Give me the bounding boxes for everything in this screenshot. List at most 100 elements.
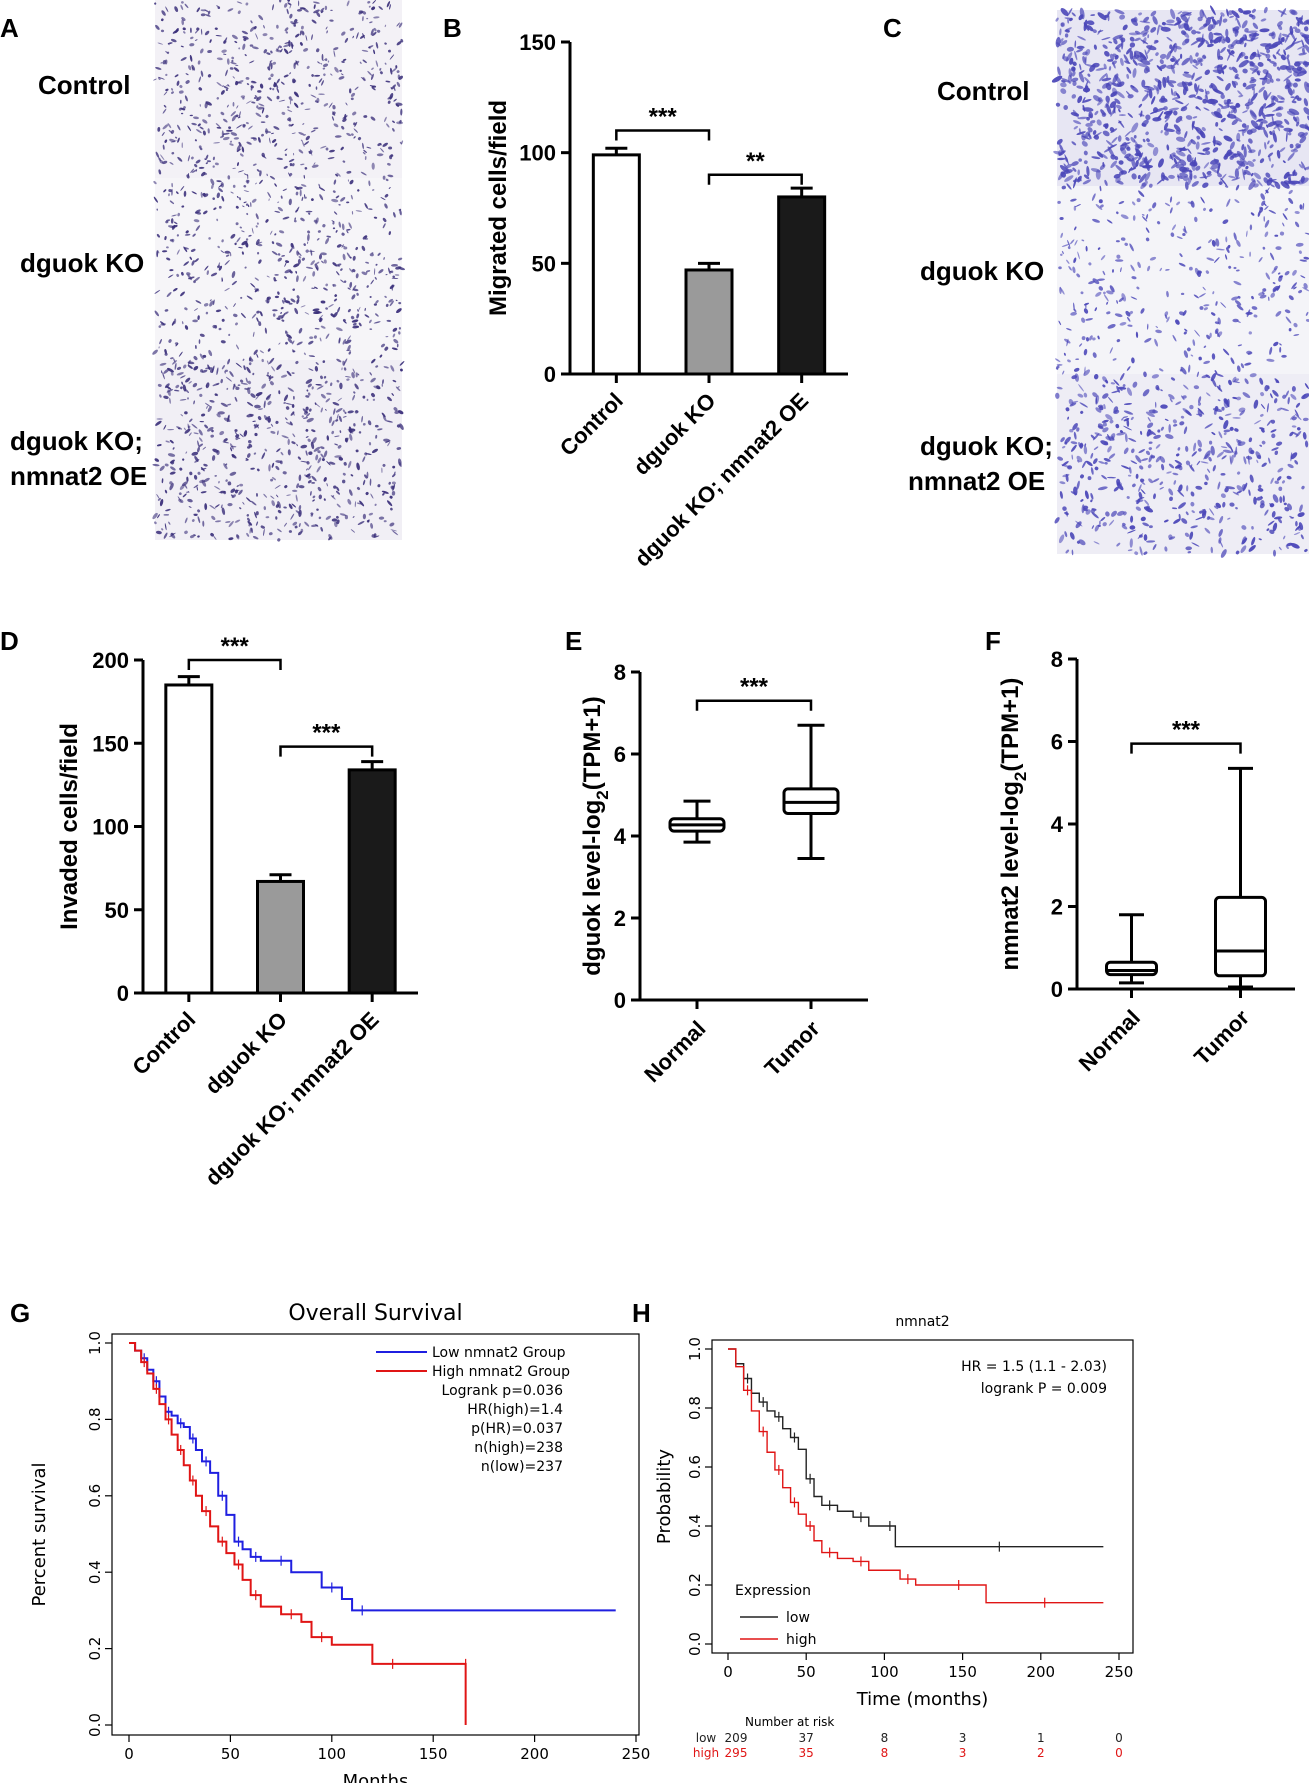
- stained-cell: [1134, 143, 1143, 148]
- stained-cell: [193, 365, 199, 371]
- stained-cell: [312, 495, 316, 499]
- stained-cell: [163, 395, 169, 399]
- stained-cell: [1080, 410, 1084, 414]
- stained-cell: [277, 291, 280, 295]
- stained-cell: [156, 418, 163, 420]
- stained-cell: [1067, 8, 1073, 17]
- stained-cell: [158, 157, 161, 162]
- stained-cell: [183, 106, 186, 109]
- stained-cell: [1260, 43, 1272, 47]
- stained-cell: [1072, 266, 1076, 274]
- stained-cell: [168, 189, 173, 193]
- stained-cell: [249, 44, 254, 47]
- stained-cell: [189, 114, 193, 117]
- stained-cell: [291, 132, 296, 135]
- stained-cell: [1292, 89, 1295, 94]
- stained-cell: [214, 325, 218, 329]
- stained-cell: [204, 503, 208, 511]
- stained-cell: [1227, 517, 1231, 520]
- y-axis-title-main: dguok level-log: [579, 800, 606, 976]
- stained-cell: [199, 333, 205, 337]
- stained-cell: [1286, 542, 1293, 547]
- stained-cell: [170, 533, 176, 539]
- stained-cell: [337, 264, 340, 268]
- stat-line: HR(high)=1.4: [467, 1402, 563, 1418]
- stained-cell: [1081, 336, 1086, 341]
- stained-cell: [1159, 456, 1166, 463]
- stained-cell: [329, 19, 334, 22]
- stained-cell: [247, 125, 253, 130]
- stained-cell: [274, 143, 278, 147]
- stained-cell: [200, 467, 207, 470]
- stained-cell: [1276, 441, 1283, 446]
- stained-cell: [1195, 52, 1199, 57]
- stained-cell: [1238, 39, 1245, 45]
- stained-cell: [305, 450, 308, 456]
- stained-cell: [268, 77, 272, 81]
- stained-cell: [291, 41, 293, 49]
- stained-cell: [1295, 430, 1302, 438]
- stained-cell: [1166, 50, 1172, 60]
- y-tick-label: 100: [92, 815, 129, 840]
- stained-cell: [354, 121, 358, 127]
- stained-cell: [311, 74, 314, 77]
- stained-cell: [1209, 5, 1216, 16]
- stained-cell: [1292, 82, 1298, 88]
- stained-cell: [373, 385, 381, 390]
- stained-cell: [1081, 98, 1092, 103]
- stained-cell: [1196, 271, 1202, 277]
- x-tick-label: dguok KO: [200, 1007, 292, 1099]
- stained-cell: [318, 516, 322, 520]
- stained-cell: [1130, 460, 1138, 465]
- stained-cell: [175, 136, 178, 139]
- stained-cell: [289, 13, 293, 19]
- stained-cell: [311, 19, 317, 24]
- stained-cell: [382, 492, 385, 496]
- stained-cell: [1128, 154, 1135, 160]
- stained-cell: [289, 421, 293, 426]
- stained-cell: [1056, 138, 1063, 145]
- stained-cell: [265, 516, 270, 519]
- stained-cell: [1056, 42, 1062, 47]
- stained-cell: [1056, 364, 1063, 366]
- stained-cell: [384, 116, 387, 123]
- stained-cell: [1087, 127, 1093, 133]
- significance-label: ***: [1172, 717, 1201, 744]
- stained-cell: [313, 127, 319, 130]
- stained-cell: [1218, 38, 1222, 43]
- y-axis-title: Probability: [654, 1449, 675, 1544]
- stained-cell: [344, 514, 349, 520]
- stained-cell: [1250, 92, 1258, 102]
- stained-cell: [1200, 62, 1203, 66]
- stained-cell: [1130, 85, 1139, 93]
- stained-cell: [355, 372, 358, 378]
- stained-cell: [318, 93, 325, 95]
- stained-cell: [1273, 341, 1279, 347]
- stained-cell: [1099, 520, 1101, 526]
- stained-cell: [1116, 91, 1125, 99]
- y-tick-label: 1.0: [686, 1337, 704, 1361]
- stained-cell: [288, 302, 293, 305]
- stained-cell: [382, 217, 387, 223]
- stained-cell: [1137, 174, 1141, 180]
- stained-cell: [1181, 167, 1190, 174]
- stained-cell: [311, 287, 315, 289]
- stained-cell: [254, 432, 258, 437]
- stained-cell: [241, 251, 244, 255]
- stained-cell: [1100, 440, 1109, 446]
- stained-cell: [308, 355, 316, 357]
- stained-cell: [1053, 150, 1062, 155]
- stained-cell: [245, 497, 252, 503]
- stained-cell: [1180, 103, 1190, 112]
- stained-cell: [1110, 128, 1118, 134]
- stained-cell: [235, 205, 239, 209]
- stained-cell: [315, 454, 319, 461]
- stained-cell: [225, 521, 231, 523]
- stained-cell: [275, 516, 278, 520]
- stained-cell: [1243, 146, 1247, 158]
- stained-cell: [1241, 20, 1248, 29]
- stained-cell: [266, 52, 271, 55]
- stained-cell: [212, 156, 215, 161]
- stained-cell: [155, 24, 160, 30]
- stained-cell: [1181, 518, 1188, 524]
